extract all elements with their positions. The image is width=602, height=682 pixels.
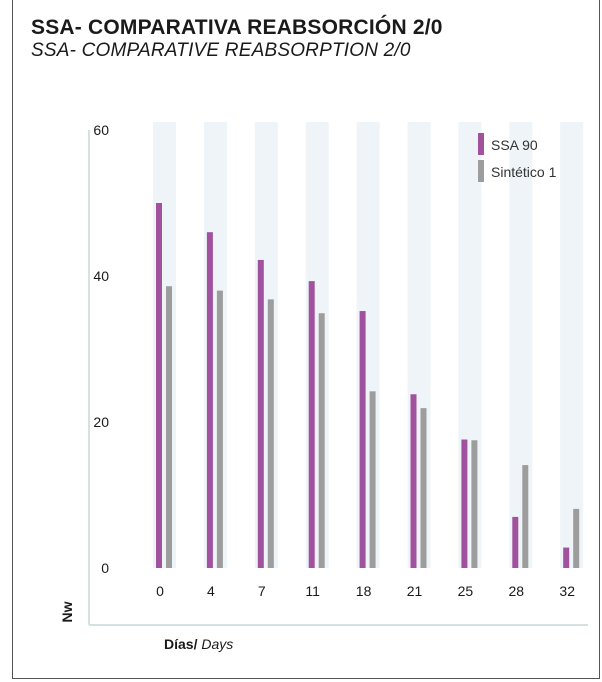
- bar-ssa90: [461, 439, 468, 568]
- bar-sintetico1: [216, 290, 223, 568]
- x-tick-labels: 0 4 7 11 18 21 25 28 32: [156, 583, 575, 599]
- y-tick-labels: 0 20 40 60: [93, 122, 109, 576]
- bar-ssa90: [257, 259, 264, 568]
- chart-title: SSA- COMPARATIVA REABSORCIÓN 2/0: [31, 16, 443, 39]
- bar-sintetico1: [318, 313, 325, 568]
- bar-ssa90: [308, 281, 315, 568]
- y-tick-label: 40: [93, 268, 109, 284]
- bar-ssa90: [206, 232, 213, 568]
- x-axis-label: Días/ Days: [164, 636, 233, 652]
- bar-sintetico1: [369, 391, 376, 568]
- bar-sintetico1: [166, 286, 172, 568]
- bar-sintetico1: [522, 465, 529, 568]
- x-tick-label: 21: [407, 583, 423, 599]
- x-tick-label: 25: [458, 583, 474, 599]
- bar-ssa90: [359, 311, 366, 568]
- chart-subtitle: SSA- COMPARATIVE REABSORPTION 2/0: [31, 40, 411, 61]
- x-tick-label: 4: [207, 583, 215, 599]
- legend-swatch: [478, 160, 484, 182]
- bar-ssa90: [563, 547, 570, 568]
- legend-label: SSA 90: [491, 137, 538, 153]
- bar-ssa90: [512, 516, 519, 568]
- legend-swatch: [478, 133, 484, 155]
- x-tick-label: 0: [156, 583, 164, 599]
- x-tick-label: 18: [356, 583, 372, 599]
- x-tick-label: 11: [305, 583, 320, 599]
- x-tick-label: 28: [509, 583, 525, 599]
- x-tick-label: 32: [559, 583, 575, 599]
- x-axis-label-en: Days: [201, 636, 234, 652]
- y-tick-label: 20: [93, 414, 109, 430]
- x-tick-label: 7: [258, 583, 266, 599]
- chart-frame: [12, 0, 600, 679]
- legend-label: Sintético 1: [491, 164, 557, 180]
- category-band: [509, 122, 533, 568]
- bars: [156, 203, 580, 568]
- y-axis-label: Nw: [59, 601, 75, 622]
- x-axis-label-es: Días/: [164, 636, 198, 652]
- category-band: [560, 122, 584, 568]
- y-tick-label: 0: [101, 560, 109, 576]
- y-tick-label: 60: [93, 122, 109, 138]
- bar-ssa90: [410, 394, 417, 568]
- bar-sintetico1: [471, 440, 478, 568]
- bar-sintetico1: [267, 299, 274, 568]
- bar-sintetico1: [420, 408, 427, 568]
- bar-sintetico1: [573, 508, 580, 568]
- bar-ssa90: [156, 203, 162, 568]
- legend: SSA 90 Sintético 1: [478, 133, 557, 182]
